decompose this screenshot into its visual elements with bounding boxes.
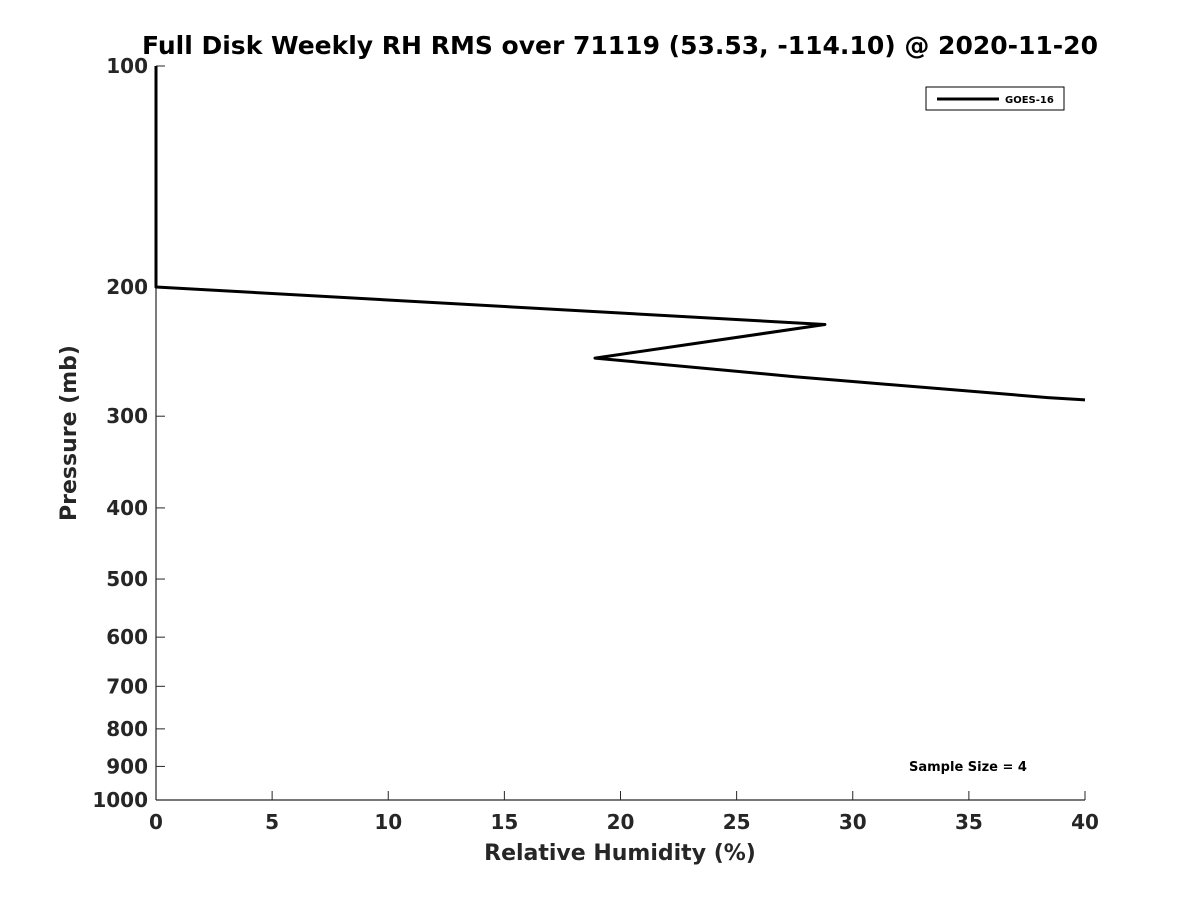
y-tick-label: 900: [106, 754, 148, 778]
x-axis-label: Relative Humidity (%): [484, 841, 756, 866]
legend: GOES-16: [925, 86, 1065, 111]
y-tick-label: 100: [106, 54, 148, 78]
x-tick-label: 40: [1071, 810, 1099, 834]
y-tick-label: 600: [106, 625, 148, 649]
x-tick-label: 5: [265, 810, 279, 834]
series-layer: [154, 66, 1086, 402]
series-line-goes-16: [154, 66, 1086, 402]
y-tick-label: 500: [106, 567, 148, 591]
plot-area: 0 5 10 15 20 25 30 35 40 100 200 300 400 500 600 700 80…: [92, 54, 1099, 834]
x-tick-label: 20: [607, 810, 635, 834]
y-tick-label: 700: [106, 674, 148, 698]
x-axis-ticks: 0 5 10 15 20 25 30 35 40: [149, 791, 1099, 834]
y-tick-label: 400: [106, 496, 148, 520]
x-tick-label: 30: [839, 810, 867, 834]
x-tick-label: 0: [149, 810, 163, 834]
y-axis-label: Pressure (mb): [57, 345, 82, 521]
sample-size-annotation: Sample Size = 4: [909, 760, 1027, 775]
y-tick-label: 300: [106, 404, 148, 428]
y-tick-label: 1000: [92, 788, 148, 812]
x-tick-label: 35: [955, 810, 983, 834]
legend-label-goes-16: GOES-16: [1005, 95, 1054, 106]
y-tick-label: 800: [106, 717, 148, 741]
y-tick-label: 200: [106, 275, 148, 299]
chart-title: Full Disk Weekly RH RMS over 71119 (53.5…: [142, 31, 1098, 60]
x-tick-label: 15: [490, 810, 518, 834]
y-axis-ticks: 100 200 300 400 500 600 700 800 900 1000: [92, 54, 165, 812]
x-tick-label: 10: [374, 810, 402, 834]
x-tick-label: 25: [723, 810, 751, 834]
